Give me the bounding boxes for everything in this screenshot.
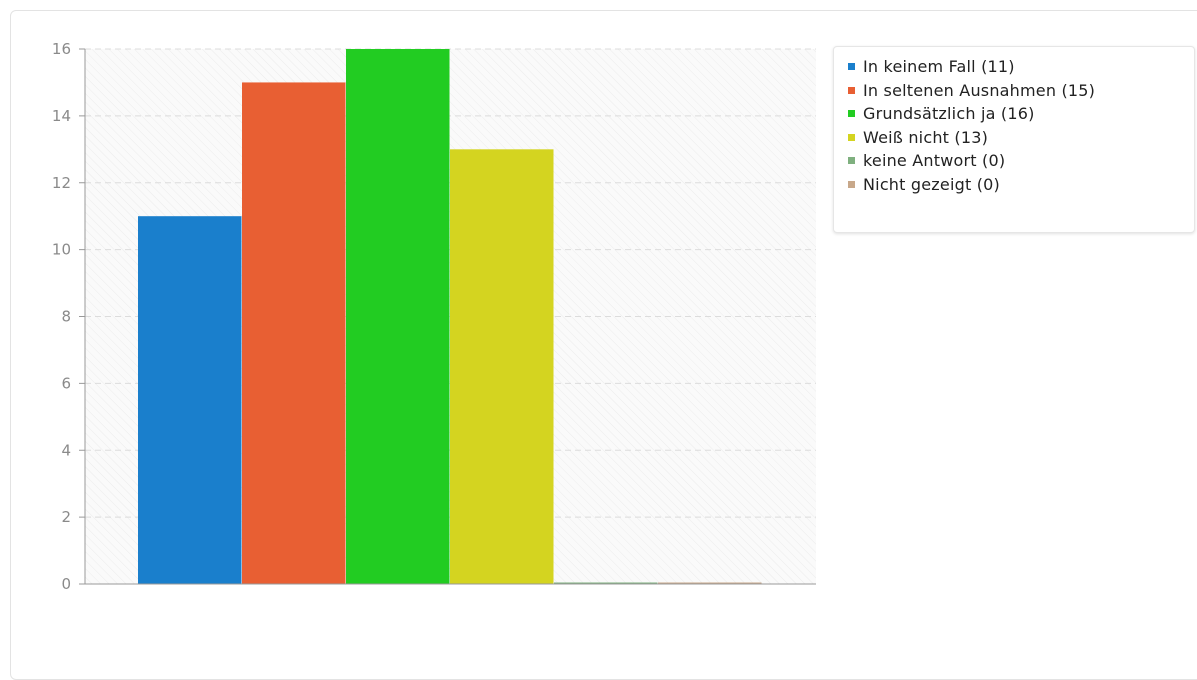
bars (138, 49, 762, 584)
legend-item[interactable]: keine Antwort (0) (848, 149, 1194, 173)
y-tick-label: 14 (52, 107, 71, 125)
legend-label: keine Antwort (0) (863, 151, 1006, 171)
bar-3[interactable] (450, 149, 554, 584)
y-tick-label: 12 (52, 174, 71, 192)
legend-item[interactable]: Grundsätzlich ja (16) (848, 102, 1194, 126)
bar-1[interactable] (242, 82, 346, 584)
legend-swatch (848, 157, 855, 165)
legend-item[interactable]: In seltenen Ausnahmen (15) (848, 79, 1194, 103)
legend-label: Weiß nicht (13) (863, 127, 989, 147)
legend-item[interactable]: Weiß nicht (13) (848, 126, 1194, 150)
legend-item[interactable]: Nicht gezeigt (0) (848, 173, 1194, 197)
bar-2[interactable] (346, 49, 450, 584)
legend-label: In seltenen Ausnahmen (15) (863, 80, 1096, 100)
y-tick-label: 8 (61, 308, 71, 326)
bar-4[interactable] (554, 582, 658, 585)
legend-swatch (848, 180, 855, 188)
y-tick-label: 16 (52, 40, 71, 58)
legend: In keinem Fall (11) In seltenen Ausnahmen… (833, 46, 1195, 233)
bar-0[interactable] (138, 216, 242, 584)
legend-label: Nicht gezeigt (0) (863, 174, 1000, 194)
y-tick-label: 2 (61, 508, 71, 526)
legend-swatch (848, 110, 855, 118)
y-tick-label: 6 (61, 374, 71, 392)
legend-swatch (848, 63, 855, 71)
legend-swatch (848, 86, 855, 94)
y-tick-labels: 0 2 4 6 8 10 12 14 16 (52, 40, 71, 593)
y-tick-label: 10 (52, 241, 71, 259)
y-tick-label: 4 (61, 441, 71, 459)
y-tick-label: 0 (61, 575, 71, 593)
legend-item[interactable]: In keinem Fall (11) (848, 55, 1194, 79)
legend-swatch (848, 133, 855, 141)
legend-label: Grundsätzlich ja (16) (863, 104, 1035, 124)
bar-5[interactable] (658, 582, 762, 585)
axes (79, 48, 816, 585)
legend-label: In keinem Fall (11) (863, 57, 1015, 77)
